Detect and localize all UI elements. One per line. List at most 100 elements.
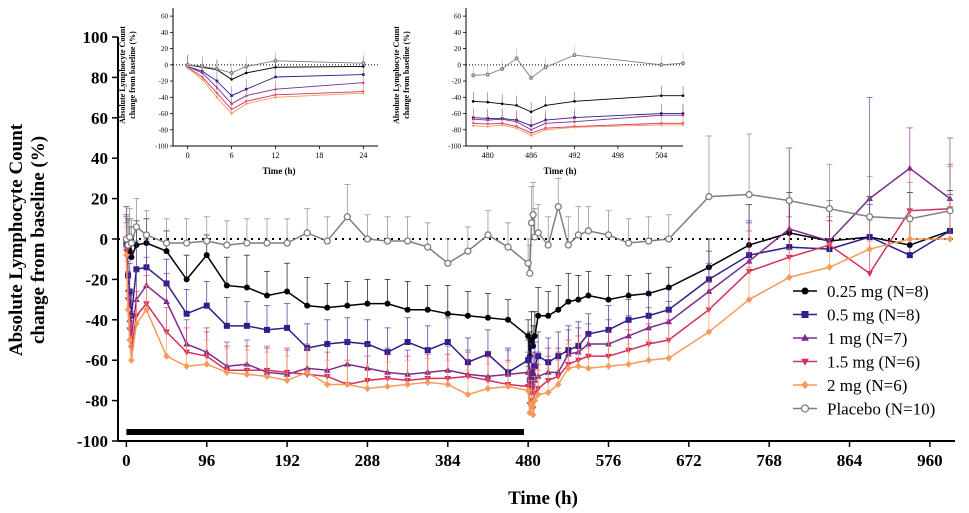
- main-data-point: [605, 296, 612, 303]
- inset-ytick-label: 60: [454, 13, 462, 21]
- main-ytick-label: -80: [85, 392, 108, 411]
- inset-data-point: [660, 94, 663, 97]
- main-data-point: [545, 312, 552, 319]
- inset-data-point: [659, 62, 664, 67]
- main-data-point: [403, 237, 412, 245]
- main-data-point: [364, 384, 371, 393]
- main-data-point: [363, 235, 372, 243]
- main-data-point: [223, 241, 231, 249]
- main-data-point: [625, 292, 632, 299]
- legend-marker: [800, 404, 810, 413]
- main-data-point: [124, 306, 132, 314]
- inset-xtick-label: 18: [315, 151, 323, 160]
- main-data-point: [343, 213, 351, 221]
- inset-xtick-label: 480: [482, 151, 494, 160]
- main-data-point: [484, 314, 491, 321]
- main-data-point: [665, 284, 672, 291]
- inset-xtick-label: 504: [655, 151, 667, 160]
- legend-marker: [801, 358, 809, 366]
- main-data-point: [705, 192, 713, 201]
- inset-data-point: [244, 64, 249, 69]
- main-data-point: [263, 326, 270, 333]
- inset-ytick-label: -60: [452, 110, 462, 118]
- main-data-point: [344, 302, 351, 309]
- main-data-point: [142, 231, 151, 239]
- inset-data-point: [471, 124, 475, 128]
- main-data-point: [565, 298, 572, 305]
- main-ytick-label: 80: [91, 68, 108, 87]
- inset-ytick-label: -20: [159, 78, 169, 86]
- inset-ytick-label: -80: [159, 126, 169, 134]
- main-data-point: [123, 251, 130, 259]
- main-data-point: [284, 324, 291, 331]
- inset-data-point: [500, 123, 504, 127]
- main-ytick-label: 20: [91, 190, 108, 209]
- main-data-point: [527, 219, 536, 227]
- legend-marker: [801, 287, 809, 295]
- main-data-point: [946, 207, 954, 215]
- main-data-point: [554, 380, 562, 389]
- main-data-point: [906, 252, 913, 259]
- inset-data-point: [544, 104, 547, 107]
- main-data-point: [534, 390, 542, 399]
- main-data-point: [585, 292, 592, 299]
- inset-series-line: [473, 95, 683, 113]
- main-data-point: [504, 382, 512, 391]
- legend-marker: [801, 333, 809, 341]
- main-data-point: [575, 296, 582, 303]
- main-series-4: [123, 206, 954, 419]
- inset-ytick-label: 20: [161, 45, 169, 53]
- main-data-point: [745, 296, 753, 304]
- inset-series-3: [471, 113, 685, 135]
- inset-data-point: [681, 123, 685, 127]
- main-data-point: [584, 227, 593, 235]
- main-ytick-label: -60: [85, 351, 108, 370]
- inset-data-point: [500, 66, 505, 71]
- inset-data-point: [529, 110, 533, 114]
- inset-data-point: [186, 66, 190, 70]
- main-series-5: [122, 133, 954, 277]
- main-ytick-label: -40: [85, 311, 108, 330]
- main-data-point: [243, 284, 250, 291]
- main-data-point: [183, 310, 190, 317]
- inset-data-point: [274, 95, 277, 99]
- inset-xtick-label: 6: [230, 151, 234, 160]
- main-series-line: [125, 230, 951, 381]
- main-data-point: [163, 298, 170, 305]
- inset-data-point: [573, 100, 576, 103]
- main-data-point: [529, 211, 537, 219]
- main-data-point: [203, 252, 210, 259]
- main-data-point: [906, 235, 914, 243]
- main-data-point: [364, 300, 371, 307]
- inset-plot-late: -100 -80 -60 -40 -20 0 20 40 60 480 486 492 498 504: [448, 8, 685, 160]
- main-data-point: [223, 282, 230, 289]
- inset-data-point: [500, 102, 504, 106]
- main-data-point: [243, 370, 251, 378]
- main-data-point: [127, 239, 136, 247]
- inset-series-4: [471, 115, 685, 138]
- main-data-point: [645, 290, 652, 297]
- main-data-point: [464, 312, 471, 319]
- main-data-point: [665, 354, 673, 362]
- inset-ytick-label: 40: [454, 29, 462, 37]
- inset-data-point: [471, 73, 476, 78]
- main-data-point: [526, 269, 534, 277]
- main-data-point: [163, 248, 170, 255]
- main-data-point: [575, 362, 582, 370]
- main-data-point: [283, 376, 291, 384]
- inset-ytick-label: 0: [165, 61, 169, 69]
- main-xtick-label: 192: [274, 451, 300, 470]
- main-data-point: [183, 362, 190, 370]
- main-data-point: [525, 332, 532, 339]
- legend-label: 1 mg (N=7): [827, 329, 907, 348]
- main-data-point: [554, 203, 562, 211]
- main-xtick-label: 864: [837, 451, 863, 470]
- main-data-point: [906, 215, 914, 223]
- main-xtick-label: 768: [756, 451, 782, 470]
- inset-data-point: [543, 65, 548, 70]
- main-data-point: [544, 241, 552, 249]
- main-data-point: [143, 306, 150, 314]
- main-data-point: [384, 300, 391, 307]
- main-data-point: [528, 401, 535, 409]
- main-data-point: [424, 306, 431, 313]
